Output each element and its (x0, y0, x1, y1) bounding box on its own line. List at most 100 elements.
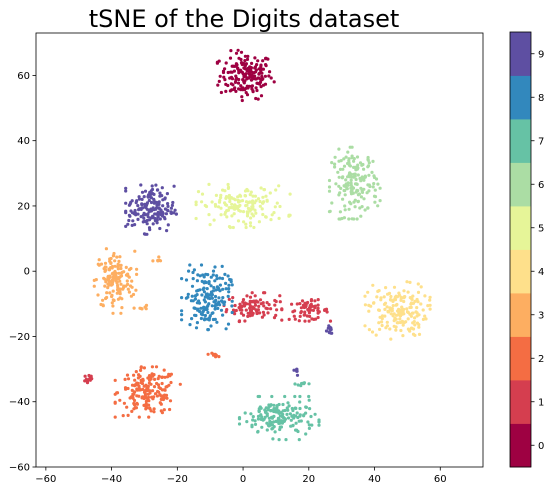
point-digit-0 (232, 69, 236, 73)
point-digit-9 (160, 214, 165, 218)
point-digit-4 (363, 303, 367, 307)
point-digit-0 (230, 77, 235, 81)
point-digit-8 (202, 318, 207, 322)
point-digit-5 (226, 182, 230, 187)
point-digit-5 (232, 212, 236, 216)
point-digit-8 (224, 287, 228, 291)
point-digit-7 (285, 412, 289, 416)
point-digit-9 (295, 373, 300, 377)
point-digit-1 (248, 295, 253, 299)
point-digit-6 (343, 208, 347, 212)
point-digit-5 (236, 219, 241, 223)
point-digit-4 (363, 324, 367, 328)
point-digit-8 (205, 317, 209, 321)
point-digit-3 (157, 255, 161, 259)
point-digit-7 (298, 400, 302, 404)
point-digit-8 (227, 283, 231, 287)
point-digit-5 (265, 198, 269, 202)
point-digit-4 (377, 321, 381, 325)
point-digit-8 (184, 278, 189, 282)
point-digit-4 (411, 294, 415, 298)
point-digit-5 (239, 194, 243, 198)
point-digit-9 (142, 195, 146, 199)
point-digit-7 (310, 423, 314, 427)
point-digit-0 (261, 83, 266, 87)
point-digit-5 (287, 214, 291, 218)
point-digit-6 (358, 161, 363, 165)
point-digit-7 (278, 427, 282, 432)
point-digit-7 (259, 413, 263, 417)
point-digit-5 (259, 186, 263, 190)
point-digit-4 (399, 295, 403, 299)
point-digit-4 (413, 316, 417, 320)
point-digit-4 (379, 296, 383, 300)
point-digit-1 (303, 301, 307, 305)
point-digit-8 (221, 300, 225, 304)
point-digit-7 (278, 421, 282, 425)
point-digit-3 (103, 261, 108, 265)
point-digit-2 (147, 415, 151, 419)
point-digit-1 (273, 303, 277, 307)
point-digit-6 (333, 162, 337, 166)
point-digit-6 (340, 216, 344, 221)
point-digit-7 (249, 412, 253, 416)
point-digit-4 (384, 326, 388, 330)
point-digit-5 (273, 205, 277, 209)
point-digit-2 (168, 399, 173, 403)
point-digit-5 (260, 207, 264, 211)
point-digit-5 (207, 213, 211, 217)
point-digit-0 (260, 71, 264, 75)
point-digit-8 (220, 264, 224, 268)
point-digit-6 (366, 165, 370, 169)
point-digit-6 (359, 179, 363, 183)
point-digit-1 (261, 301, 265, 305)
point-digit-4 (394, 325, 398, 329)
point-digit-7 (283, 417, 287, 421)
point-digit-9 (136, 204, 140, 208)
point-digit-0 (242, 81, 246, 85)
point-digit-4 (378, 327, 382, 331)
point-digit-0 (247, 71, 251, 75)
point-digit-4 (377, 308, 381, 312)
point-digit-8 (202, 298, 206, 302)
point-digit-9 (158, 217, 162, 221)
point-digit-9 (143, 232, 147, 236)
point-digit-4 (397, 291, 401, 295)
point-digit-9 (149, 192, 153, 196)
point-digit-2 (123, 377, 127, 381)
point-digit-3 (115, 277, 119, 281)
point-digit-0 (269, 76, 273, 80)
point-digit-9 (170, 203, 174, 207)
point-digit-6 (366, 157, 370, 161)
point-digit-2 (148, 378, 152, 382)
point-digit-0 (254, 68, 258, 72)
point-digit-6 (338, 210, 342, 214)
point-digit-1 (244, 308, 248, 312)
point-digit-2 (137, 373, 141, 377)
point-digit-6 (347, 207, 351, 211)
point-digit-8 (216, 306, 220, 310)
point-digit-5 (210, 200, 214, 204)
point-digit-6 (372, 174, 376, 178)
point-digit-8 (213, 294, 218, 299)
point-digit-5 (277, 184, 281, 188)
point-digit-2 (152, 373, 156, 377)
point-digit-1 (305, 314, 309, 318)
point-digit-4 (387, 310, 391, 314)
point-digit-3 (102, 276, 106, 280)
point-digit-6 (347, 217, 351, 221)
point-digit-9 (152, 192, 156, 196)
point-digit-1 (280, 318, 284, 322)
point-digit-6 (330, 161, 334, 165)
point-digit-8 (227, 290, 231, 294)
point-digit-7 (302, 381, 306, 385)
point-digit-7 (289, 424, 293, 428)
point-digit-7 (272, 403, 276, 407)
point-digit-2 (152, 395, 156, 399)
point-digit-6 (343, 204, 347, 208)
point-digit-9 (126, 222, 130, 226)
point-digit-0 (242, 75, 246, 79)
point-digit-3 (143, 305, 147, 309)
point-digit-8 (215, 277, 219, 281)
point-digit-9 (144, 204, 148, 208)
